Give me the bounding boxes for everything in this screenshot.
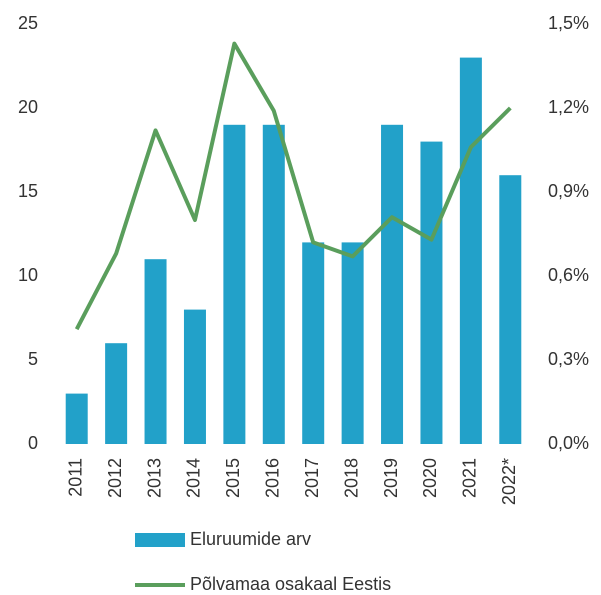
y-tick-label: 5 (28, 349, 38, 369)
bar (262, 124, 285, 445)
y2-tick-label: 1,2% (548, 97, 589, 117)
bar (302, 242, 325, 444)
y2-tick-label: 0,9% (548, 181, 589, 201)
y2-tick-label: 0,3% (548, 349, 589, 369)
y2-tick-label: 0,6% (548, 265, 589, 285)
x-tick-label: 2014 (184, 458, 204, 498)
bar (459, 57, 482, 444)
y-tick-label: 0 (28, 433, 38, 453)
x-tick-label: 2013 (144, 458, 164, 498)
bar (105, 343, 128, 444)
bar (499, 175, 522, 444)
y-tick-label: 25 (18, 13, 38, 33)
x-tick-label: 2012 (105, 458, 125, 498)
y2-tick-label: 0,0% (548, 433, 589, 453)
bar (381, 124, 404, 445)
x-tick-label: 2016 (263, 458, 283, 498)
x-tick-label: 2011 (65, 458, 85, 497)
bar (183, 309, 206, 444)
y-tick-label: 15 (18, 181, 38, 201)
x-tick-label: 2019 (381, 458, 401, 498)
bar (223, 124, 246, 445)
line (74, 41, 512, 331)
x-tick-label: 2017 (302, 458, 322, 498)
x-tick-label: 2022* (499, 458, 519, 505)
x-tick-label: 2018 (341, 458, 361, 498)
y-tick-label: 20 (18, 97, 38, 117)
legend-swatch (135, 533, 185, 547)
bar (420, 141, 443, 444)
x-tick-label: 2021 (460, 458, 480, 498)
x-tick-label: 2020 (420, 458, 440, 498)
y2-tick-label: 1,5% (548, 13, 589, 33)
bar (65, 393, 88, 444)
y-tick-label: 10 (18, 265, 38, 285)
bar (144, 259, 167, 444)
x-tick-label: 2015 (223, 458, 243, 498)
legend-label: Eluruumide arv (190, 529, 311, 549)
legend-label: Põlvamaa osakaal Eestis (190, 574, 391, 594)
bar (341, 242, 364, 444)
